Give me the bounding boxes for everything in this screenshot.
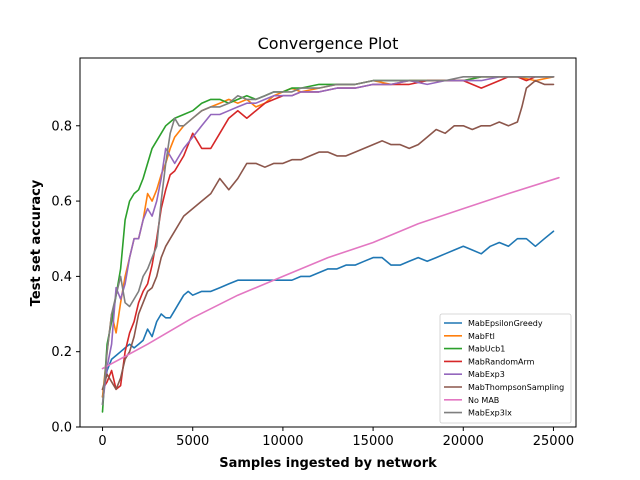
legend-label-mabepsilongreedy: MabEpsilonGreedy: [468, 319, 543, 328]
plot-frame: [79, 57, 577, 428]
series-line-mabexp3lx: [101, 76, 555, 406]
legend-label-no-mab: No MAB: [468, 396, 499, 405]
series-line-mabepsilongreedy: [101, 230, 555, 398]
y-axis-ticks: 0.0 0.2 0.4 0.6 0.8: [51, 119, 80, 436]
y-axis-title: Test set accuracy: [29, 179, 44, 306]
y-tick-label: 0.8: [51, 119, 72, 134]
series-line-mabthompsonsampling: [101, 79, 555, 391]
x-tick-label: 0: [98, 434, 106, 449]
y-tick-label: 0.6: [51, 195, 72, 210]
legend: MabEpsilonGreedy MabFtl MabUcb1 MabRandomAr…: [439, 313, 572, 424]
x-tick-label: 15000: [352, 434, 393, 449]
axes-frame: [79, 57, 577, 428]
y-tick-label: 0.4: [51, 270, 72, 285]
chart-title: Convergence Plot: [258, 34, 399, 53]
legend-label-mabexp3lx: MabExp3lx: [468, 409, 512, 418]
x-tick-label: 25000: [533, 434, 574, 449]
x-tick-label: 5000: [176, 434, 209, 449]
series-line-mabexp3: [101, 76, 555, 406]
y-tick-label: 0.0: [51, 421, 72, 436]
x-tick-label: 20000: [443, 434, 484, 449]
y-tick-label: 0.2: [51, 345, 72, 360]
legend-label-mabexp3: MabExp3: [468, 370, 505, 379]
legend-label-mabucb1: MabUcb1: [468, 345, 505, 354]
x-axis-ticks: 0 5000 10000 15000 20000 25000: [98, 427, 574, 449]
x-tick-label: 10000: [262, 434, 303, 449]
series-line-mabrandomarm: [101, 76, 555, 391]
x-axis-title: Samples ingested by network: [219, 456, 437, 471]
legend-box: [439, 313, 572, 424]
legend-label-mabrandomarm: MabRandomArm: [468, 357, 535, 366]
legend-label-mabthompsonsampling: MabThompsonSampling: [468, 383, 564, 392]
series-line-no-mab: [101, 176, 560, 370]
legend-label-mabftl: MabFtl: [468, 332, 495, 341]
plot-area: [101, 76, 560, 413]
